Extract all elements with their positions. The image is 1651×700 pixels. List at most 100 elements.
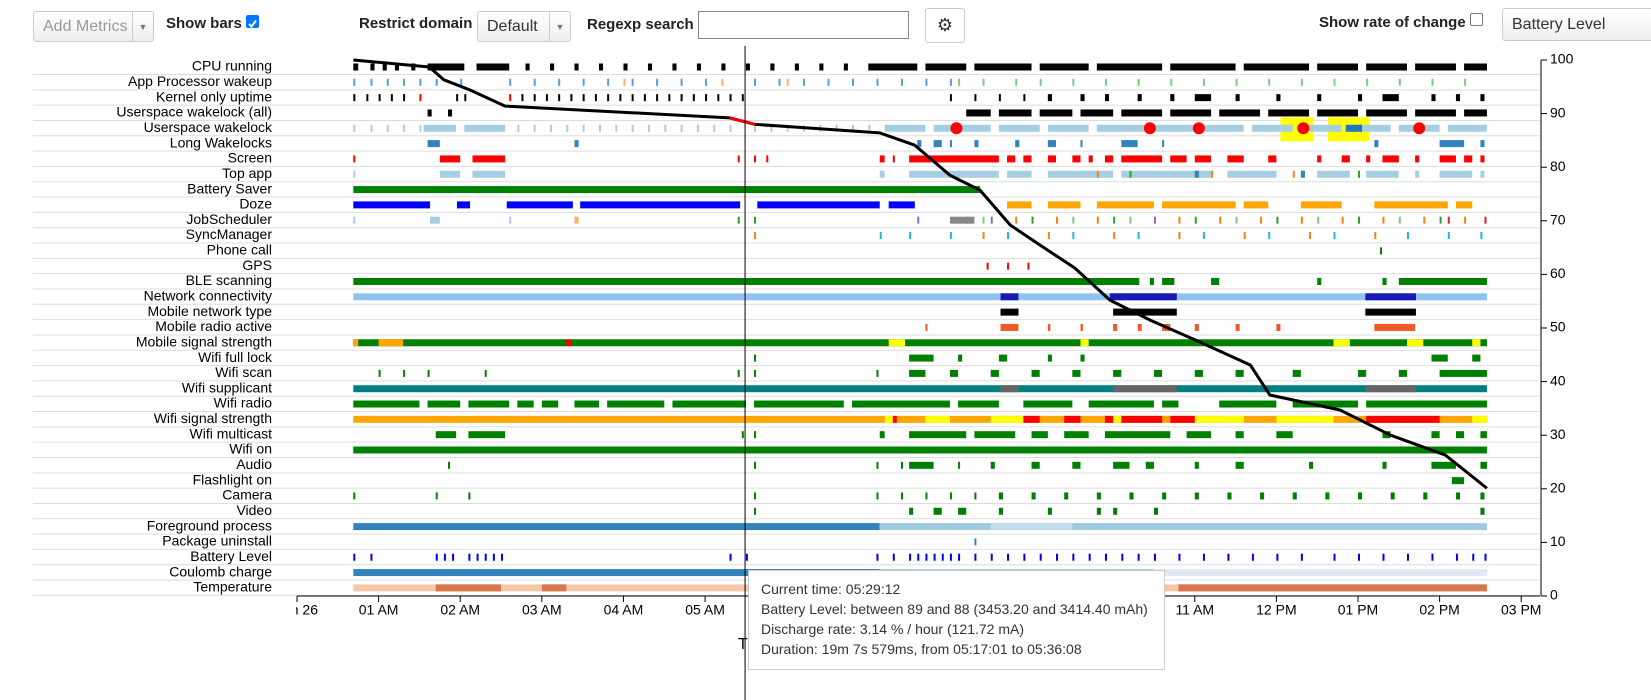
event-bar (370, 124, 373, 132)
event-bar (1439, 155, 1456, 163)
event-bar (925, 553, 928, 561)
event-bar (1000, 323, 1019, 331)
event-bar (1317, 155, 1322, 163)
event-bar (729, 94, 732, 102)
event-bar (1341, 216, 1344, 224)
event-bar (1113, 232, 1116, 240)
event-bar (1423, 492, 1428, 500)
event-bar (1080, 323, 1083, 331)
x-tick-label: 11 AM (1175, 602, 1214, 618)
event-bar (696, 124, 699, 132)
event-bar (501, 553, 504, 561)
event-bar (1104, 94, 1110, 102)
event-bar (419, 78, 422, 86)
event-bar (566, 339, 572, 347)
event-bar (1064, 415, 1081, 423)
event-bar (1031, 216, 1034, 224)
event-bar (1080, 109, 1114, 117)
event-bar (1104, 431, 1171, 439)
event-bar (1447, 124, 1487, 132)
event-bar (353, 63, 359, 71)
event-bar (353, 492, 356, 500)
event-bar (958, 507, 967, 515)
event-bar (1300, 201, 1342, 209)
event-bar (1153, 553, 1156, 561)
wakelock-marker (1143, 122, 1156, 135)
event-bar (353, 385, 1487, 393)
event-bar (1276, 323, 1281, 331)
event-bar (1292, 170, 1295, 178)
event-bar (484, 369, 487, 377)
event-bar (353, 277, 1140, 285)
event-bar (1333, 339, 1350, 347)
event-bar (1439, 170, 1473, 178)
event-bar (1056, 553, 1059, 561)
event-bar (1357, 369, 1367, 377)
show-rate-checkbox[interactable] (1470, 13, 1483, 26)
regexp-input[interactable] (698, 11, 909, 39)
event-bar (990, 415, 1024, 423)
row-label: Package uninstall (162, 533, 272, 549)
event-bar (1406, 553, 1409, 561)
row-label: GPS (242, 257, 272, 273)
event-bar (1235, 216, 1238, 224)
event-bar (390, 94, 393, 102)
event-bar (435, 553, 438, 561)
event-bar (721, 63, 726, 71)
event-bar (1178, 216, 1181, 224)
event-bar (1007, 232, 1010, 240)
event-bar (1345, 124, 1363, 132)
event-bar (1219, 400, 1277, 408)
event-bar (1047, 201, 1081, 209)
event-bar (353, 293, 1487, 301)
event-bar (1047, 354, 1052, 362)
y2-tick-label: 100 (1550, 51, 1574, 67)
event-bar (982, 232, 985, 240)
event-bar (598, 124, 601, 132)
settings-button[interactable]: ⚙ (925, 8, 965, 43)
metric-select[interactable]: Battery Level (1502, 8, 1651, 41)
event-bar (472, 170, 506, 178)
event-bar (1178, 232, 1181, 240)
event-bar (966, 109, 991, 117)
event-bar (353, 216, 356, 224)
event-bar (925, 63, 967, 71)
event-bar (1480, 170, 1485, 178)
event-bar (1023, 553, 1026, 561)
event-bar (1415, 63, 1456, 71)
row-label: Wifi scan (215, 364, 272, 380)
event-bar (353, 155, 356, 163)
event-bar (770, 63, 775, 71)
event-bar (998, 124, 1040, 132)
domain-select[interactable]: Default ▼ (477, 11, 571, 42)
event-bar (1317, 63, 1358, 71)
event-bar (1096, 124, 1146, 132)
event-bar (1194, 323, 1199, 331)
event-bar (1484, 216, 1487, 224)
event-bar (1047, 232, 1050, 240)
battery-highlight (729, 116, 756, 126)
event-bar (574, 63, 579, 71)
event-bar (770, 124, 773, 132)
row-label: Battery Level (190, 548, 272, 564)
show-rate-label: Show rate of change (1319, 14, 1466, 31)
event-bar (958, 553, 961, 561)
event-bar (1162, 492, 1167, 500)
event-bar (1023, 94, 1026, 102)
event-bar (447, 461, 450, 469)
event-bar (366, 94, 369, 102)
event-bar (1309, 461, 1314, 469)
event-bar (1390, 492, 1395, 500)
event-bar (1455, 553, 1458, 561)
add-metrics-select[interactable]: Add Metrics ▼ (33, 11, 154, 42)
event-bar (892, 155, 895, 163)
event-bar (427, 400, 461, 408)
event-bar (1096, 201, 1154, 209)
row-label: CPU running (192, 58, 272, 74)
event-bar (754, 492, 757, 500)
event-bar (1113, 323, 1118, 331)
event-bar (1439, 140, 1465, 148)
event-bar (1447, 232, 1450, 240)
event-bar (974, 63, 1032, 71)
show-bars-checkbox[interactable] (246, 15, 259, 29)
